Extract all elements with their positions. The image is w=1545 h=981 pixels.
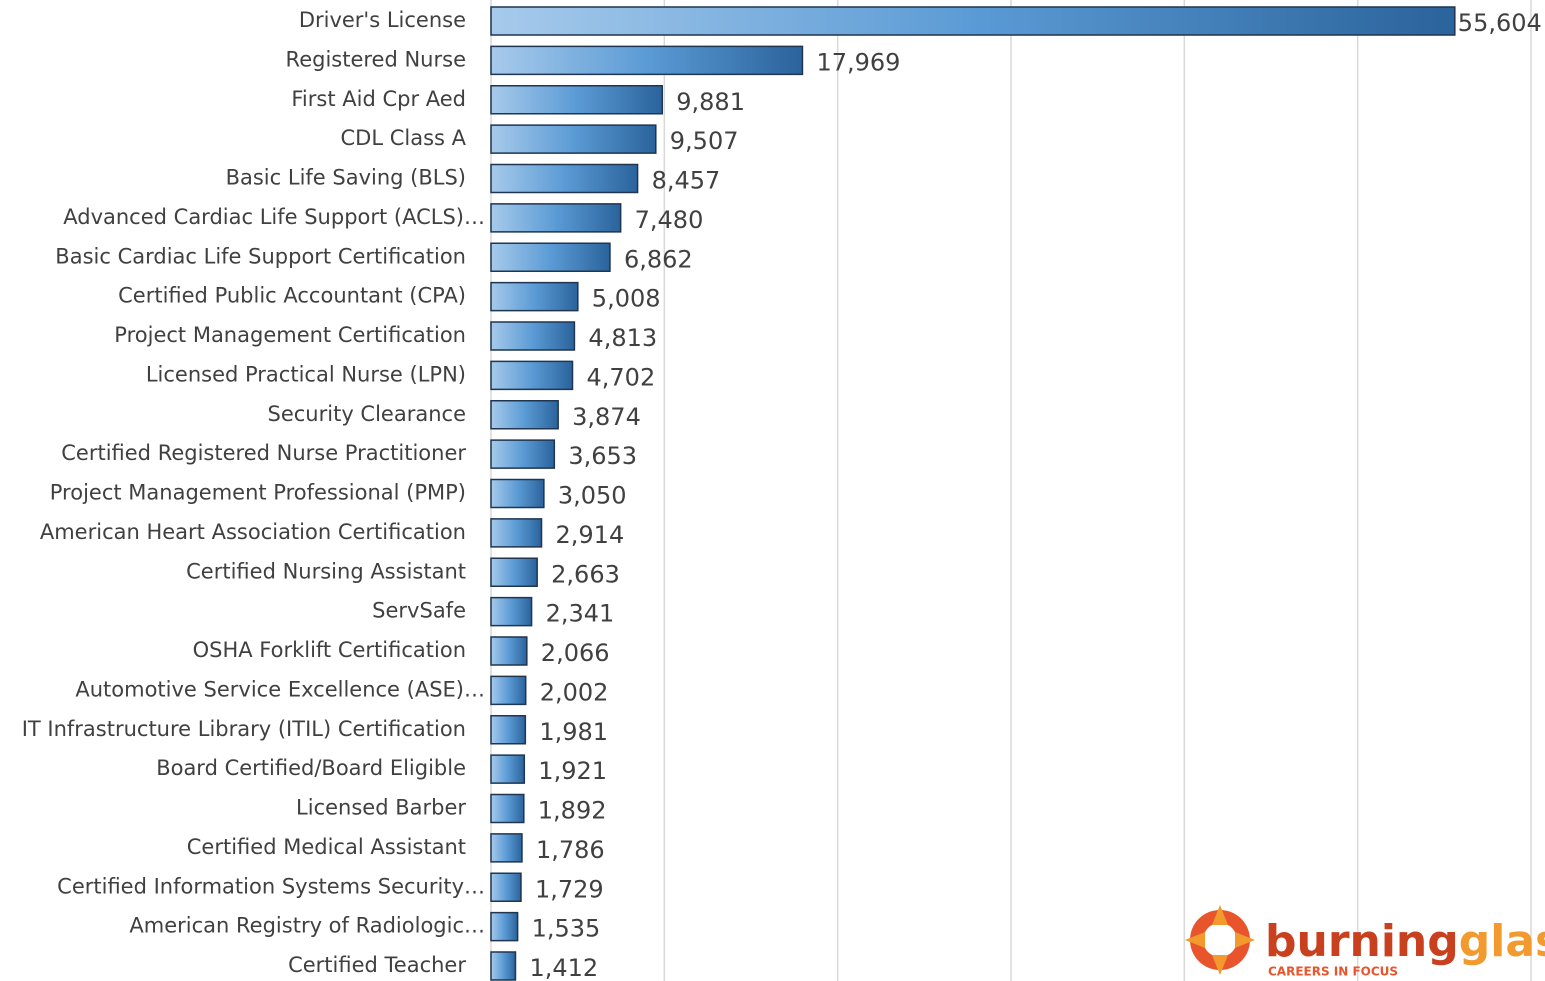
y-tick-label: Board Certified/Board Eligible — [156, 756, 466, 780]
y-tick-label: Registered Nurse — [286, 47, 466, 71]
bar — [490, 478, 545, 509]
y-tick-label: Project Management Professional (PMP) — [50, 481, 466, 505]
logo-name: burningglass — [1265, 916, 1545, 967]
y-tick-label: American Registry of Radiologic… — [129, 914, 485, 938]
y-tick-label: Basic Cardiac Life Support Certification — [55, 244, 466, 268]
value-label: 2,914 — [556, 521, 625, 549]
bar — [490, 45, 804, 76]
y-tick-label: Advanced Cardiac Life Support (ACLS)… — [63, 205, 485, 229]
y-tick-label: Certified Medical Assistant — [187, 835, 466, 859]
bars: Driver's License 55,604 Registered Nurse 17… — [22, 6, 1542, 981]
bar — [490, 400, 559, 430]
value-label: 9,881 — [676, 88, 745, 116]
value-label: 4,702 — [587, 363, 656, 391]
y-tick-label: Certified Public Accountant (CPA) — [118, 284, 466, 308]
value-label: 2,002 — [540, 678, 609, 706]
y-tick-label: First Aid Cpr Aed — [291, 87, 466, 111]
value-label: 2,341 — [546, 600, 615, 628]
bar — [490, 439, 556, 469]
bar — [490, 281, 579, 312]
bar — [490, 321, 576, 351]
bar — [490, 833, 523, 863]
y-tick-label: Licensed Barber — [296, 796, 466, 820]
value-label: 1,786 — [536, 836, 605, 864]
value-label: 7,480 — [635, 206, 704, 234]
y-tick-label: ServSafe — [372, 599, 466, 623]
logo-tagline: CAREERS IN FOCUS — [1268, 965, 1398, 979]
bar — [490, 596, 533, 627]
value-label: 1,412 — [529, 954, 598, 981]
value-label: 2,066 — [541, 639, 610, 667]
y-tick-label: Security Clearance — [268, 402, 466, 426]
bar — [490, 6, 1456, 36]
value-label: 1,892 — [538, 797, 607, 825]
bar — [490, 675, 527, 706]
logo-name-2: glass — [1459, 916, 1545, 967]
y-tick-label: Licensed Practical Nurse (LPN) — [146, 362, 466, 386]
value-label: 1,981 — [539, 718, 608, 746]
y-tick-label: Certified Registered Nurse Practitioner — [61, 441, 466, 465]
bar — [490, 203, 622, 233]
value-label: 3,050 — [558, 482, 627, 510]
bar — [490, 793, 525, 824]
value-label: 1,729 — [535, 875, 604, 903]
value-label: 6,862 — [624, 245, 693, 273]
bar — [490, 163, 639, 194]
logo: burningglass CAREERS IN FOCUS — [1185, 905, 1545, 979]
bar — [490, 557, 538, 587]
logo-ray — [1212, 955, 1228, 975]
bar — [490, 85, 664, 115]
y-tick-label: Certified Teacher — [288, 953, 466, 977]
value-label: 9,507 — [670, 127, 739, 155]
bar — [490, 360, 574, 391]
bar — [490, 636, 528, 666]
bar — [490, 911, 519, 942]
logo-ray — [1185, 932, 1205, 948]
y-tick-label: Certified Nursing Assistant — [186, 559, 466, 583]
value-label: 8,457 — [652, 167, 721, 195]
logo-icon-center — [1203, 923, 1237, 957]
logo-name-1: burning — [1265, 916, 1459, 967]
bar — [490, 951, 517, 981]
value-label: 3,874 — [572, 403, 641, 431]
y-tick-label: CDL Class A — [341, 126, 467, 150]
value-label: 3,653 — [568, 442, 637, 470]
value-label: 1,535 — [532, 915, 601, 943]
y-tick-label: Certified Information Systems Security… — [57, 874, 485, 898]
y-tick-label: Basic Life Saving (BLS) — [226, 166, 466, 190]
value-label: 55,604 — [1458, 9, 1542, 37]
value-label: 4,813 — [588, 324, 657, 352]
bar — [490, 242, 611, 272]
bar — [490, 518, 543, 548]
bar — [490, 124, 657, 154]
y-tick-label: American Heart Association Certification — [40, 520, 466, 544]
value-label: 1,921 — [538, 757, 607, 785]
y-tick-label: OSHA Forklift Certification — [193, 638, 466, 662]
y-tick-label: Project Management Certification — [114, 323, 466, 347]
logo-ray — [1235, 932, 1255, 948]
value-label: 2,663 — [551, 560, 620, 588]
value-label: 5,008 — [592, 285, 661, 313]
bar — [490, 872, 522, 902]
bar — [490, 715, 527, 745]
y-tick-label: Automotive Service Excellence (ASE)… — [75, 677, 485, 701]
logo-ray — [1212, 905, 1228, 925]
grid — [490, 0, 1532, 981]
bar — [490, 754, 526, 784]
y-tick-label: IT Infrastructure Library (ITIL) Certifi… — [22, 717, 466, 741]
y-tick-label: Driver's License — [299, 8, 466, 32]
value-label: 17,969 — [816, 48, 900, 76]
